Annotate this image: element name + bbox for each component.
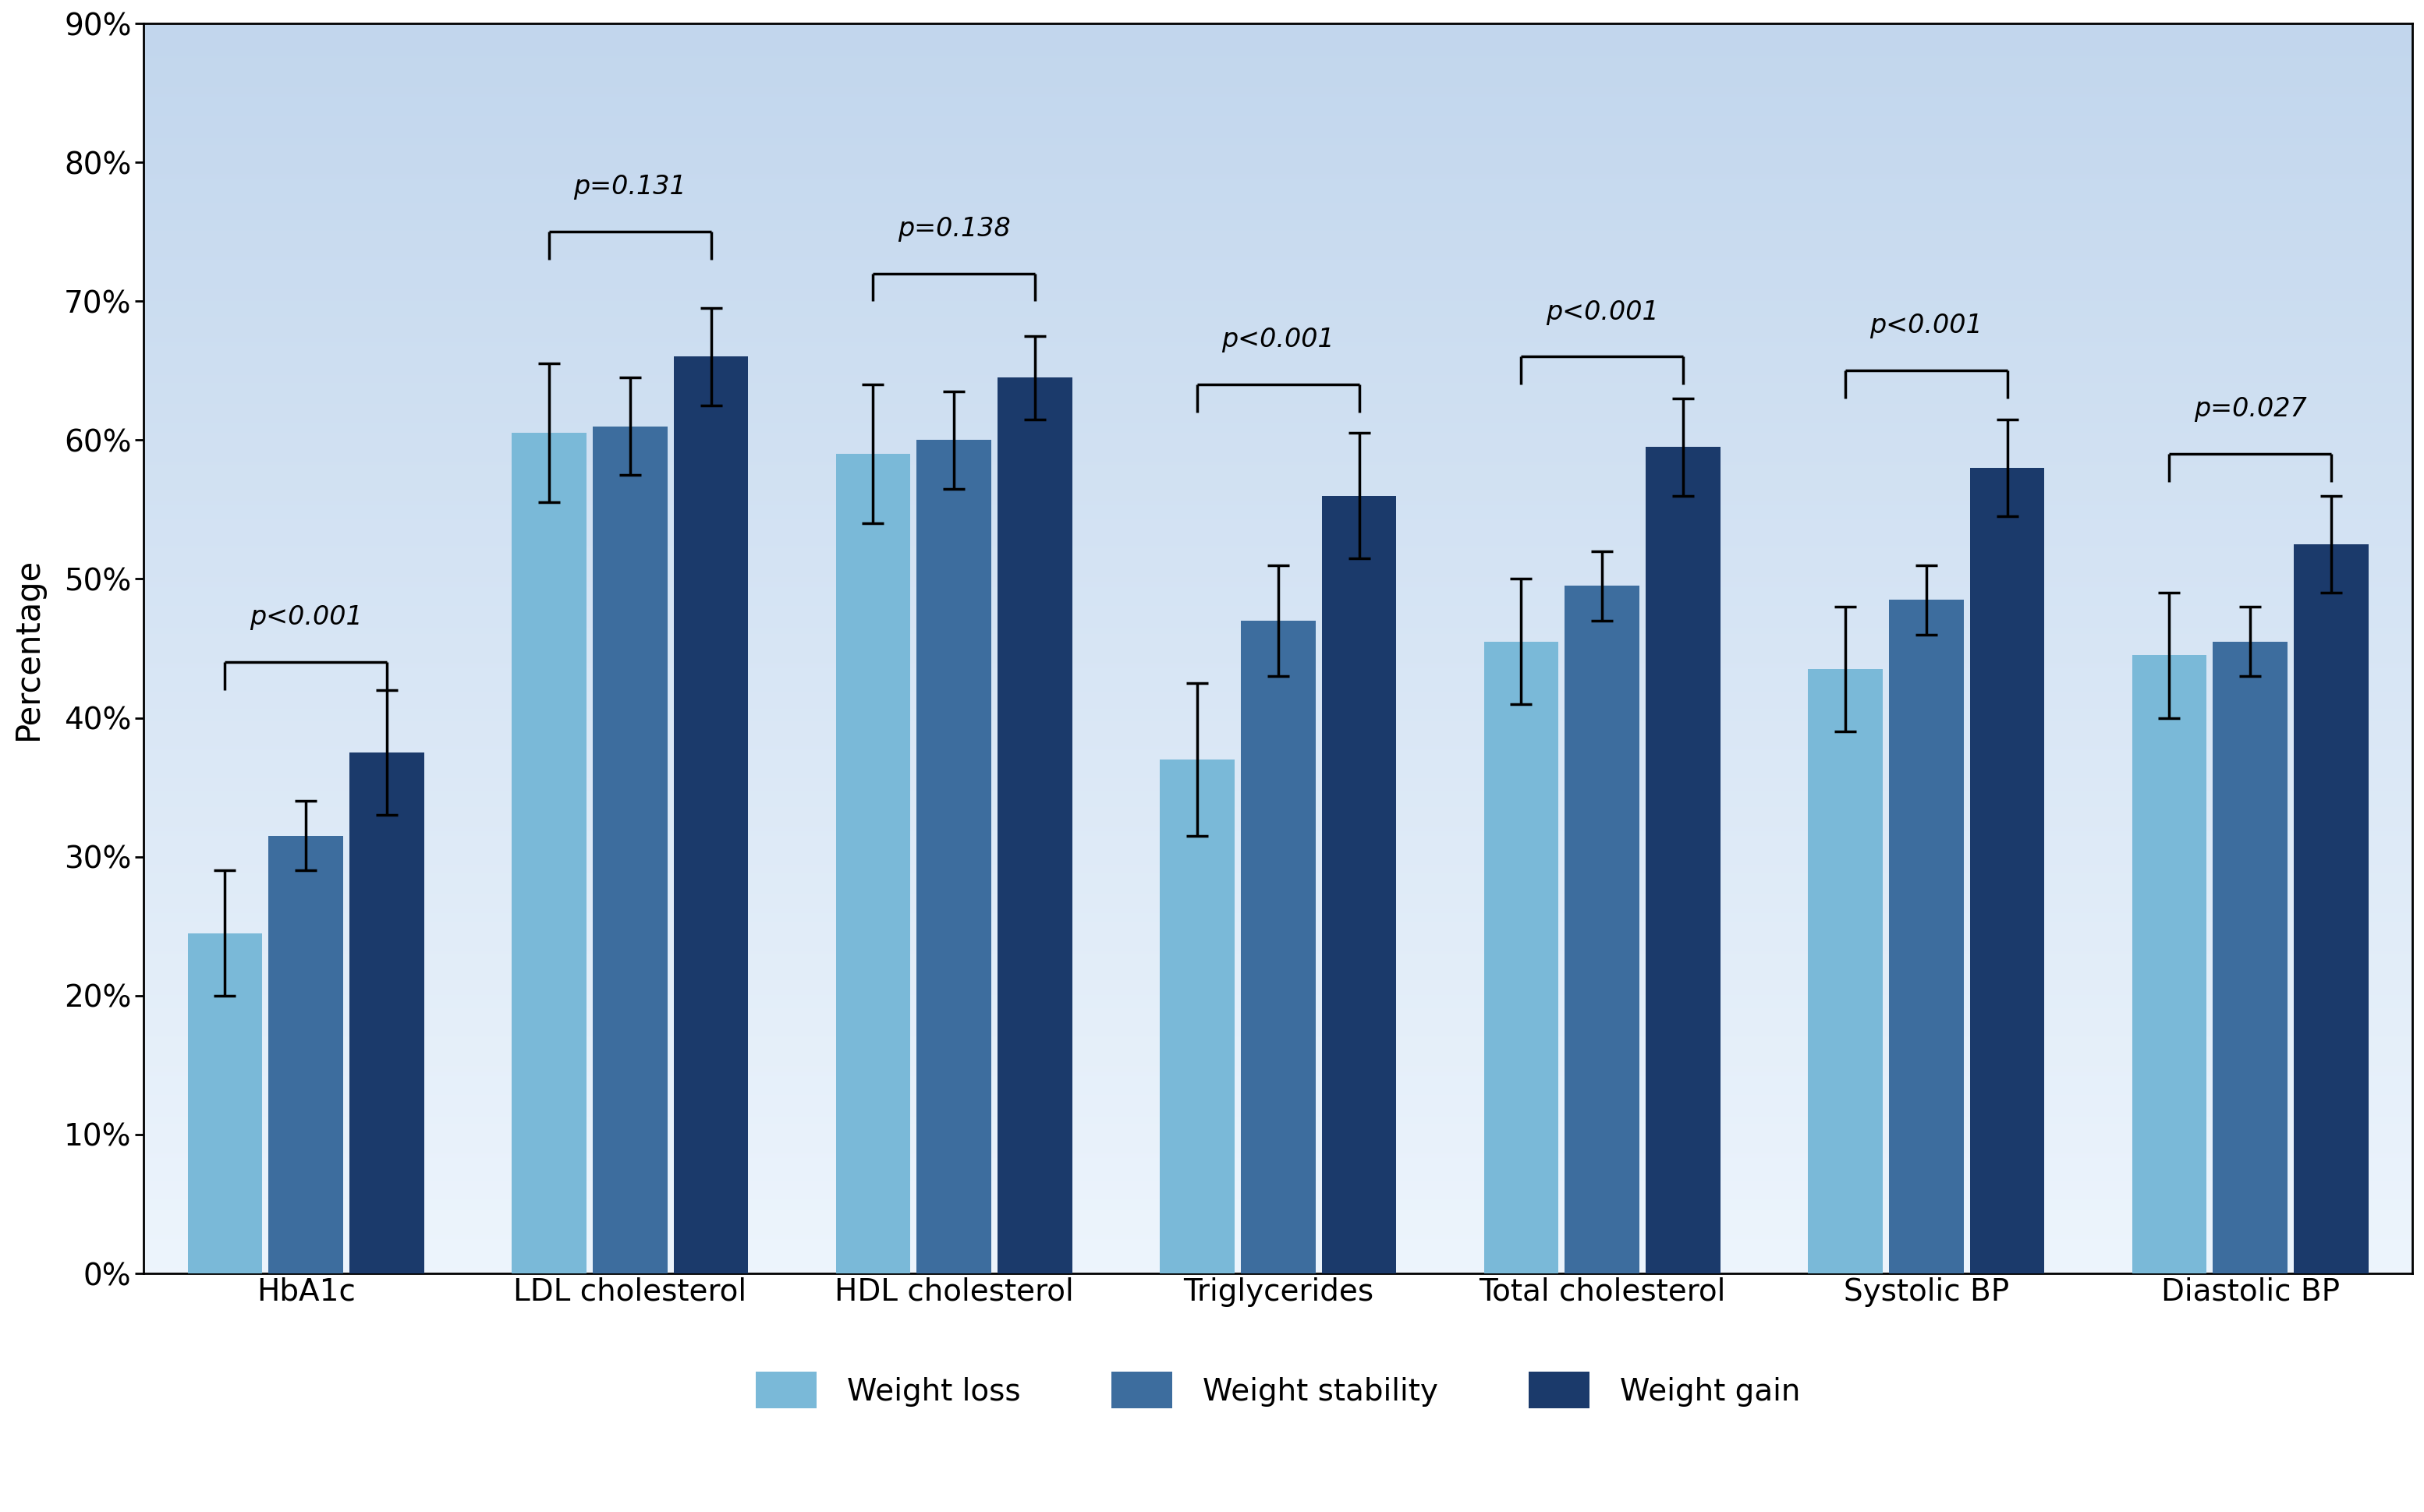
Text: p<0.001: p<0.001 (1222, 327, 1336, 352)
Bar (1888, 600, 1963, 1273)
Bar (2293, 544, 2368, 1273)
Bar (594, 426, 667, 1273)
Bar (187, 933, 262, 1273)
Bar (1971, 467, 2043, 1273)
Bar (2213, 641, 2288, 1273)
Text: p=0.027: p=0.027 (2194, 396, 2308, 422)
Y-axis label: Percentage: Percentage (12, 556, 44, 739)
Bar (836, 454, 911, 1273)
Bar (1646, 448, 1721, 1273)
Bar (1241, 620, 1316, 1273)
Bar (1321, 496, 1396, 1273)
Bar (269, 836, 344, 1273)
Bar (999, 378, 1071, 1273)
Bar (349, 753, 424, 1273)
Bar (2133, 655, 2206, 1273)
Legend: Weight loss, Weight stability, Weight gain: Weight loss, Weight stability, Weight ga… (744, 1359, 1813, 1421)
Bar (916, 440, 991, 1273)
Bar (1566, 585, 1639, 1273)
Bar (511, 432, 587, 1273)
Bar (674, 357, 749, 1273)
Text: p<0.001: p<0.001 (250, 605, 361, 631)
Text: p<0.001: p<0.001 (1547, 299, 1658, 325)
Bar (1159, 759, 1234, 1273)
Bar (1483, 641, 1559, 1273)
Bar (1808, 670, 1883, 1273)
Text: p=0.131: p=0.131 (574, 174, 686, 200)
Text: p<0.001: p<0.001 (1869, 313, 1983, 339)
Text: p=0.138: p=0.138 (897, 216, 1011, 242)
